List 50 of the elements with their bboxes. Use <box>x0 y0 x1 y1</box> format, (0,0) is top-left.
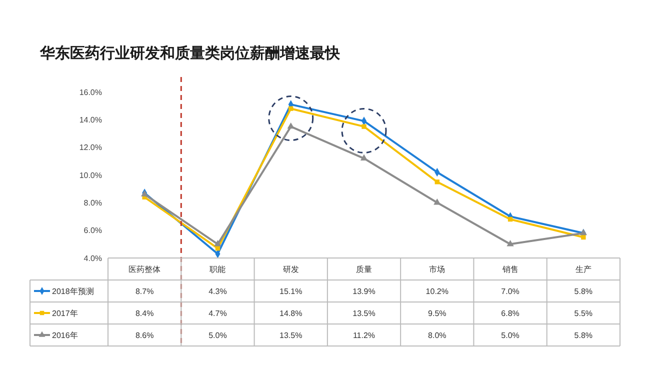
data-label: 5.0% <box>208 330 227 340</box>
data-label: 15.1% <box>280 286 302 296</box>
y-tick-label: 4.0% <box>84 254 102 263</box>
data-label: 5.5% <box>574 308 593 318</box>
data-label: 13.9% <box>352 286 376 296</box>
y-tick-label: 16.0% <box>79 88 102 97</box>
chart-title: 华东医药行业研发和质量类岗位薪酬增速最快 <box>39 44 341 62</box>
data-label: 9.5% <box>428 308 446 318</box>
point <box>214 240 222 246</box>
data-label: 4.7% <box>208 308 227 318</box>
data-label: 8.7% <box>135 286 154 296</box>
data-label: 13.5% <box>352 308 376 318</box>
point <box>508 216 513 222</box>
y-tick-label: 8.0% <box>84 198 102 208</box>
point <box>581 234 586 240</box>
x-tick-label: 医药整体 <box>128 264 161 274</box>
data-label: 10.2% <box>426 286 448 296</box>
data-label: 8.4% <box>135 308 154 318</box>
data-label: 5.0% <box>501 330 520 340</box>
x-tick-label: 研发 <box>282 264 299 274</box>
data-label: 13.5% <box>280 330 302 340</box>
data-label: 7.0% <box>501 286 520 296</box>
point <box>287 122 294 129</box>
legend-label: 2017年 <box>52 308 78 318</box>
point <box>215 246 220 251</box>
data-label: 6.8% <box>501 308 520 318</box>
x-tick-label: 市场 <box>429 264 446 274</box>
data-label: 11.2% <box>352 330 376 340</box>
y-tick-label: 10.0% <box>79 170 102 180</box>
x-tick-label: 生产 <box>575 264 592 274</box>
point <box>360 154 368 160</box>
point <box>434 180 440 184</box>
data-label: 8.0% <box>428 330 446 340</box>
point <box>362 124 366 129</box>
y-tick-label: 6.0% <box>84 226 102 236</box>
point <box>288 106 294 111</box>
y-tick-label: 12.0% <box>79 143 102 152</box>
data-label: 8.6% <box>135 330 154 340</box>
data-label: 14.8% <box>280 308 302 318</box>
x-tick-label: 销售 <box>501 264 518 274</box>
legend-label: 2016年 <box>52 330 78 340</box>
legend-label: 2018年预测 <box>52 286 94 296</box>
data-label: 5.8% <box>574 330 593 340</box>
data-label: 5.8% <box>574 286 593 296</box>
x-tick-label: 质量 <box>356 264 372 274</box>
point <box>434 198 441 205</box>
point <box>506 240 514 246</box>
x-tick-label: 职能 <box>210 264 226 274</box>
data-label: 4.3% <box>208 286 227 296</box>
y-tick-label: 14.0% <box>79 115 102 124</box>
